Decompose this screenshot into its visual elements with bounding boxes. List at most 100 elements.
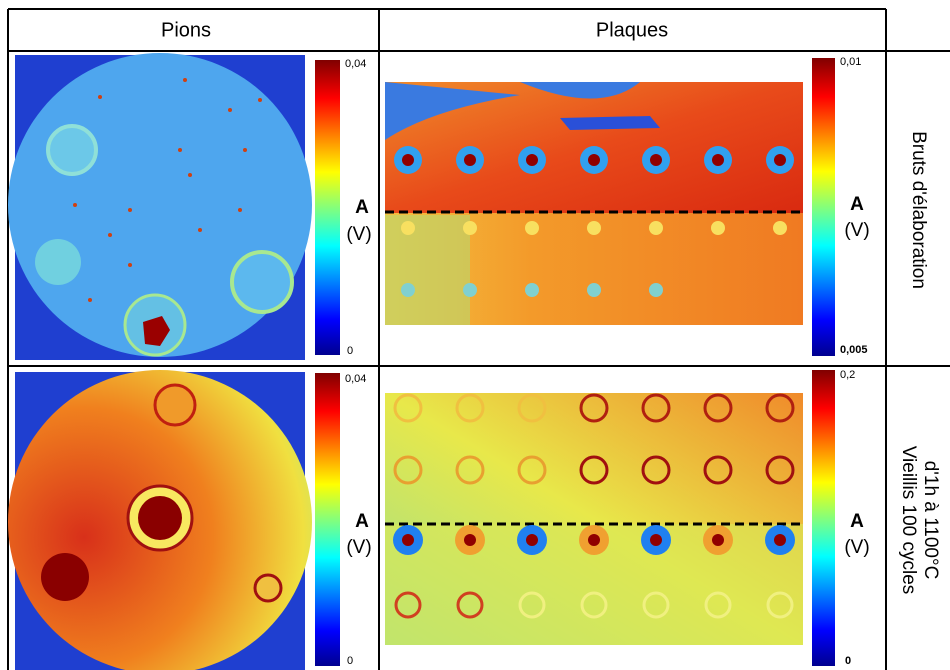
colorbar	[812, 58, 835, 356]
hole	[464, 534, 476, 546]
pit	[98, 95, 102, 99]
hole	[650, 154, 662, 166]
hole-ring	[393, 455, 423, 485]
hole-ring	[579, 455, 609, 485]
scale-max: 0,2	[840, 369, 855, 381]
hole-ring	[703, 455, 733, 485]
scale-unit: (V)	[844, 220, 869, 241]
defect	[46, 124, 98, 176]
column-header: Plaques	[596, 19, 668, 41]
hole	[526, 154, 538, 166]
hole	[774, 534, 786, 546]
row-label: Bruts d'élaboration	[908, 131, 929, 289]
hole	[588, 154, 600, 166]
hole-halo	[525, 283, 539, 297]
hole-halo	[401, 283, 415, 297]
hole-halo	[463, 221, 477, 235]
image-area	[385, 215, 470, 325]
row-label-line: Vieillis 100 cycles	[898, 446, 919, 595]
hole-ring	[704, 591, 732, 619]
plaque-image	[385, 82, 803, 325]
hole-ring	[579, 393, 609, 423]
pit	[88, 298, 92, 302]
pit	[188, 173, 192, 177]
hole-ring	[456, 591, 484, 619]
scale-max: 0,04	[345, 373, 366, 385]
hole-ring	[518, 591, 546, 619]
scale-symbol: A	[850, 511, 864, 532]
image-area	[385, 82, 640, 140]
scale-symbol: A	[850, 194, 864, 215]
hole-halo	[711, 221, 725, 235]
hole-halo	[525, 221, 539, 235]
pit	[258, 98, 262, 102]
hole-halo	[649, 283, 663, 297]
hole-ring	[455, 393, 485, 423]
hole-ring	[766, 591, 794, 619]
pit	[238, 208, 242, 212]
row-label-line: d'1h à 1100°C	[920, 461, 941, 580]
scale-max: 0,04	[345, 58, 366, 70]
hole-ring	[765, 393, 795, 423]
hole	[774, 154, 786, 166]
hole-ring	[517, 393, 547, 423]
scale-symbol: A	[355, 511, 369, 532]
table-grid	[7, 8, 950, 670]
pit	[128, 208, 132, 212]
scale-min: 0	[845, 655, 851, 667]
pit	[228, 108, 232, 112]
colorbar	[315, 373, 340, 666]
pit	[198, 228, 202, 232]
defect	[138, 496, 182, 540]
row-label: Vieillis 100 cycles d'1h à 1100°C	[898, 446, 941, 595]
scale-unit: (V)	[346, 537, 371, 558]
scale-min: 0,005	[840, 344, 868, 356]
defect	[153, 383, 197, 427]
colorbar	[315, 60, 340, 355]
pit	[73, 203, 77, 207]
hole-halo	[401, 221, 415, 235]
hole-ring	[642, 591, 670, 619]
scale-unit: (V)	[844, 537, 869, 558]
pit	[128, 263, 132, 267]
pit	[243, 148, 247, 152]
hole	[402, 534, 414, 546]
colorbar	[812, 370, 835, 666]
row-label-line: Bruts d'élaboration	[908, 131, 929, 289]
pit	[178, 148, 182, 152]
defect	[230, 250, 294, 314]
hole-halo	[773, 221, 787, 235]
pit	[183, 78, 187, 82]
defect	[41, 553, 89, 601]
hole	[402, 154, 414, 166]
hole-ring	[703, 393, 733, 423]
hole-halo	[649, 221, 663, 235]
hole-ring	[393, 393, 423, 423]
pit	[108, 233, 112, 237]
hole	[464, 154, 476, 166]
hole-ring	[394, 591, 422, 619]
hole-halo	[587, 221, 601, 235]
hole-ring	[641, 393, 671, 423]
hole	[712, 154, 724, 166]
defect	[143, 316, 170, 346]
pion-image	[8, 53, 312, 360]
column-header: Pions	[161, 19, 211, 41]
scale-unit: (V)	[346, 224, 371, 245]
scale-symbol: A	[355, 197, 369, 218]
hole-ring	[517, 455, 547, 485]
pion-image	[8, 370, 312, 670]
hole	[526, 534, 538, 546]
hole	[650, 534, 662, 546]
hole	[712, 534, 724, 546]
hole-ring	[580, 591, 608, 619]
plaque-image	[385, 393, 803, 645]
defect	[253, 573, 283, 603]
scale-min: 0	[347, 345, 353, 357]
hole-halo	[463, 283, 477, 297]
image-area	[560, 116, 660, 130]
hole-ring	[765, 455, 795, 485]
hole	[588, 534, 600, 546]
hole-halo	[587, 283, 601, 297]
